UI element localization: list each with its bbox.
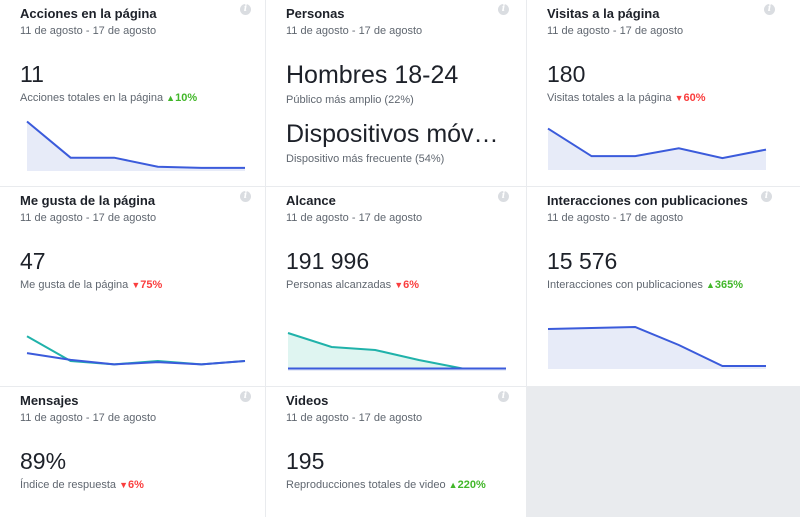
card-subtitle-text: Personas alcanzadas xyxy=(286,279,392,291)
info-icon[interactable]: i xyxy=(240,4,251,15)
area-fill-0 xyxy=(27,121,245,171)
top-audience-label: Público más amplio (22%) xyxy=(286,94,414,106)
trend-badge: ▼6% xyxy=(394,279,419,291)
info-icon[interactable]: i xyxy=(498,391,509,402)
series-line-0 xyxy=(26,120,245,169)
trend-up-icon: ▲ xyxy=(166,93,176,103)
card-date: 11 de agosto - 17 de agosto xyxy=(286,212,423,224)
info-icon[interactable]: i xyxy=(764,4,775,15)
card-interacciones[interactable]: Interacciones con publicaciones 11 de ag… xyxy=(527,187,800,386)
card-subtitle: Índice de respuesta ▼6% xyxy=(20,478,265,492)
top-device-label: Dispositivo más frecuente (54%) xyxy=(286,153,445,165)
area-fill-0 xyxy=(288,333,506,371)
card-title[interactable]: Videos xyxy=(286,393,329,408)
sparkline-chart xyxy=(547,127,767,170)
card-value: 11 xyxy=(20,61,44,87)
trend-value: 6% xyxy=(128,479,144,491)
area-fill-0 xyxy=(548,327,766,369)
trend-value: 6% xyxy=(403,279,420,291)
card-subtitle: Visitas totales a la página ▼60% xyxy=(547,91,800,105)
card-title[interactable]: Acciones en la página xyxy=(20,6,157,21)
card-date: 11 de agosto - 17 de agosto xyxy=(20,412,157,424)
card-alcance[interactable]: Alcance 11 de agosto - 17 de agosto i 19… xyxy=(266,187,526,386)
card-date: 11 de agosto - 17 de agosto xyxy=(286,412,423,424)
card-subtitle: Acciones totales en la página ▲10% xyxy=(20,91,265,105)
info-icon[interactable]: i xyxy=(761,191,772,202)
card-subtitle-text: Reproducciones totales de video xyxy=(286,479,446,491)
info-icon[interactable]: i xyxy=(240,391,251,402)
card-value: 15 576 xyxy=(547,248,618,274)
series-line-0 xyxy=(547,127,767,160)
sparkline-chart xyxy=(26,120,245,171)
trend-badge: ▲220% xyxy=(449,479,486,491)
trend-value: 220% xyxy=(457,479,486,491)
card-date: 11 de agosto - 17 de agosto xyxy=(547,25,684,37)
trend-value: 60% xyxy=(683,92,706,104)
card-subtitle: Personas alcanzadas ▼6% xyxy=(286,278,526,292)
card-mensajes[interactable]: Mensajes 11 de agosto - 17 de agosto i 8… xyxy=(0,387,265,517)
card-subtitle-text: Índice de respuesta xyxy=(20,479,117,491)
card-value: 89% xyxy=(20,448,67,474)
trend-down-icon: ▼ xyxy=(674,93,684,103)
trend-badge: ▼6% xyxy=(119,479,144,491)
card-subtitle: Me gusta de la página ▼75% xyxy=(20,278,265,292)
top-device-value: Dispositivos móv… xyxy=(286,120,499,148)
card-subtitle-text: Interacciones con publicaciones xyxy=(547,279,703,291)
card-subtitle-text: Acciones totales en la página xyxy=(20,92,164,104)
series-line-1 xyxy=(26,352,246,366)
card-acciones[interactable]: Acciones en la página 11 de agosto - 17 … xyxy=(0,0,265,186)
trend-badge: ▼60% xyxy=(675,92,706,104)
card-title[interactable]: Visitas a la página xyxy=(547,6,660,21)
card-subtitle: Reproducciones totales de video ▲220% xyxy=(286,478,526,492)
card-title[interactable]: Interacciones con publicaciones xyxy=(547,193,748,208)
card-title[interactable]: Mensajes xyxy=(20,393,79,408)
card-videos[interactable]: Videos 11 de agosto - 17 de agosto i 195… xyxy=(266,387,526,517)
card-title[interactable]: Me gusta de la página xyxy=(20,193,156,208)
trend-badge: ▼75% xyxy=(131,279,162,291)
trend-badge: ▲10% xyxy=(166,92,197,104)
sparkline-chart xyxy=(26,335,246,366)
trend-up-icon: ▲ xyxy=(448,480,458,490)
card-subtitle-text: Me gusta de la página xyxy=(20,279,129,291)
card-value: 191 996 xyxy=(286,248,370,274)
card-date: 11 de agosto - 17 de agosto xyxy=(547,212,684,224)
card-value: 195 xyxy=(286,448,325,474)
info-icon[interactable]: i xyxy=(240,191,251,202)
card-date: 11 de agosto - 17 de agosto xyxy=(286,25,423,37)
trend-value: 10% xyxy=(175,92,198,104)
card-subtitle-text: Visitas totales a la página xyxy=(547,92,672,104)
area-fill-0 xyxy=(548,128,766,170)
sparkline-chart xyxy=(547,325,766,369)
card-date: 11 de agosto - 17 de agosto xyxy=(20,25,157,37)
trend-up-icon: ▲ xyxy=(706,280,715,290)
info-icon[interactable]: i xyxy=(498,4,509,15)
trend-value: 365% xyxy=(714,279,744,291)
card-value: 47 xyxy=(20,248,46,274)
sparkline-chart xyxy=(287,332,506,371)
card-visitas[interactable]: Visitas a la página 11 de agosto - 17 de… xyxy=(527,0,800,186)
trend-down-icon: ▼ xyxy=(131,280,141,290)
trend-down-icon: ▼ xyxy=(394,280,404,290)
series-line-0 xyxy=(26,335,246,366)
trend-down-icon: ▼ xyxy=(119,480,128,490)
card-value: 180 xyxy=(547,61,586,87)
series-line-0 xyxy=(547,325,766,367)
info-icon[interactable]: i xyxy=(498,191,509,202)
card-me-gusta[interactable]: Me gusta de la página 11 de agosto - 17 … xyxy=(0,187,265,386)
card-title[interactable]: Alcance xyxy=(286,193,336,208)
trend-value: 75% xyxy=(140,279,163,291)
top-audience-value: Hombres 18-24 xyxy=(286,61,459,89)
card-subtitle: Interacciones con publicaciones ▲365% xyxy=(547,278,800,292)
trend-badge: ▲365% xyxy=(706,279,743,291)
card-title[interactable]: Personas xyxy=(286,6,345,21)
card-date: 11 de agosto - 17 de agosto xyxy=(20,212,157,224)
card-personas[interactable]: Personas 11 de agosto - 17 de agosto i H… xyxy=(266,0,526,186)
